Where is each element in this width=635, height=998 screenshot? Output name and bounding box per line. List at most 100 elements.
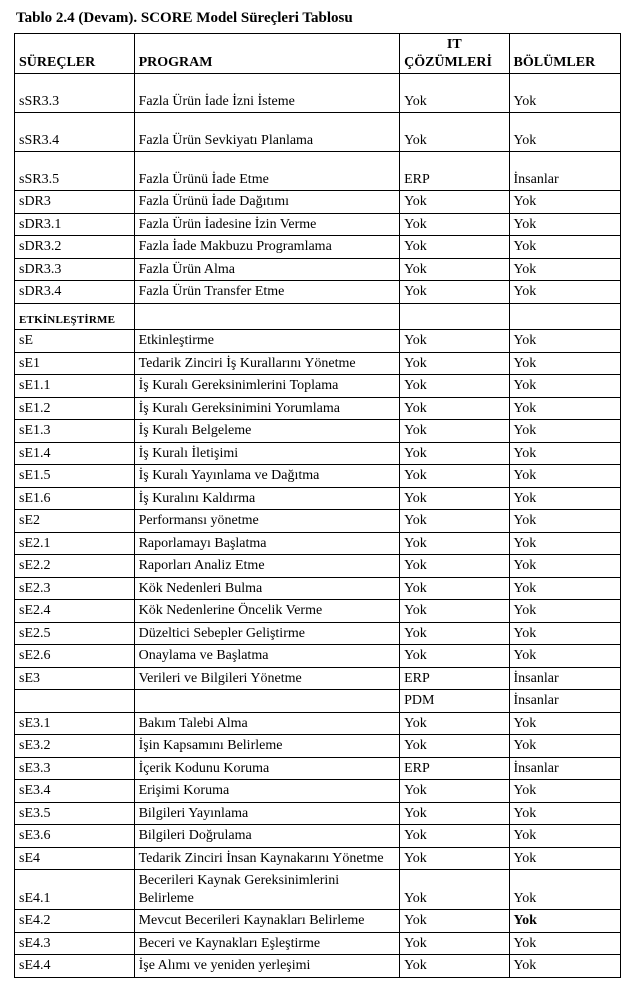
it-solution: Yok bbox=[400, 825, 509, 848]
it-solution: Yok bbox=[400, 330, 509, 353]
program-name: Kök Nedenleri Bulma bbox=[134, 577, 400, 600]
it-solution: Yok bbox=[400, 622, 509, 645]
it-solution: Yok bbox=[400, 910, 509, 933]
it-solution: Yok bbox=[400, 74, 509, 113]
program-name: Erişimi Koruma bbox=[134, 780, 400, 803]
department: Yok bbox=[509, 712, 620, 735]
process-code: sE2 bbox=[15, 510, 135, 533]
program-name: Fazla Ürün Alma bbox=[134, 258, 400, 281]
program-name: Fazla Ürünü İade Etme bbox=[134, 152, 400, 191]
it-solution: PDM bbox=[400, 690, 509, 713]
department: Yok bbox=[509, 735, 620, 758]
table-row: sE4.4İşe Alımı ve yeniden yerleşimiYokYo… bbox=[15, 955, 621, 978]
table-row: sE4.3Beceri ve Kaynakları EşleştirmeYokY… bbox=[15, 932, 621, 955]
department: Yok bbox=[509, 281, 620, 304]
process-code: sE4.2 bbox=[15, 910, 135, 933]
table-row: sE3.1Bakım Talebi AlmaYokYok bbox=[15, 712, 621, 735]
it-solution: Yok bbox=[400, 932, 509, 955]
table-row: sDR3.1Fazla Ürün İadesine İzin VermeYokY… bbox=[15, 213, 621, 236]
program-name: İş Kuralı Gereksinimini Yorumlama bbox=[134, 397, 400, 420]
table-row: sDR3Fazla Ürünü İade DağıtımıYokYok bbox=[15, 191, 621, 214]
header-departments: BÖLÜMLER bbox=[509, 34, 620, 74]
department: Yok bbox=[509, 802, 620, 825]
table-row: sE2Performansı yönetmeYokYok bbox=[15, 510, 621, 533]
empty-cell bbox=[400, 303, 509, 330]
program-name: Raporları Analiz Etme bbox=[134, 555, 400, 578]
department: İnsanlar bbox=[509, 757, 620, 780]
process-code: sE bbox=[15, 330, 135, 353]
header-it-bottom: ÇÖZÜMLERİ bbox=[404, 54, 504, 72]
process-code: sE3.6 bbox=[15, 825, 135, 848]
table-row: sSR3.3Fazla Ürün İade İzni İstemeYokYok bbox=[15, 74, 621, 113]
it-solution: Yok bbox=[400, 236, 509, 259]
table-row: sE1.6İş Kuralını KaldırmaYokYok bbox=[15, 487, 621, 510]
department: Yok bbox=[509, 510, 620, 533]
process-code bbox=[15, 690, 135, 713]
program-name: Tedarik Zinciri İş Kurallarını Yönetme bbox=[134, 352, 400, 375]
empty-cell bbox=[509, 303, 620, 330]
department: Yok bbox=[509, 847, 620, 870]
department: Yok bbox=[509, 780, 620, 803]
it-solution: Yok bbox=[400, 802, 509, 825]
table-row: sE4.2Mevcut Becerileri Kaynakları Belirl… bbox=[15, 910, 621, 933]
table-row: sE3.6Bilgileri DoğrulamaYokYok bbox=[15, 825, 621, 848]
program-name: İçerik Kodunu Koruma bbox=[134, 757, 400, 780]
header-processes: SÜREÇLER bbox=[15, 34, 135, 74]
process-code: sE1 bbox=[15, 352, 135, 375]
department: Yok bbox=[509, 236, 620, 259]
department: Yok bbox=[509, 532, 620, 555]
process-code: sE3.1 bbox=[15, 712, 135, 735]
table-caption: Tablo 2.4 (Devam). SCORE Model Süreçleri… bbox=[16, 10, 621, 27]
department: Yok bbox=[509, 600, 620, 623]
department: Yok bbox=[509, 577, 620, 600]
it-solution: Yok bbox=[400, 442, 509, 465]
table-body: sSR3.3Fazla Ürün İade İzni İstemeYokYok s… bbox=[15, 74, 621, 978]
table-row: sDR3.4Fazla Ürün Transfer EtmeYokYok bbox=[15, 281, 621, 304]
process-code: sE2.4 bbox=[15, 600, 135, 623]
program-name: Fazla Ürün İadesine İzin Verme bbox=[134, 213, 400, 236]
it-solution: Yok bbox=[400, 712, 509, 735]
department: Yok bbox=[509, 955, 620, 978]
department: İnsanlar bbox=[509, 667, 620, 690]
department: Yok bbox=[509, 330, 620, 353]
department: Yok bbox=[509, 932, 620, 955]
department: Yok bbox=[509, 375, 620, 398]
department: Yok bbox=[509, 910, 620, 933]
process-code: sDR3.3 bbox=[15, 258, 135, 281]
header-program: PROGRAM bbox=[134, 34, 400, 74]
it-solution: Yok bbox=[400, 600, 509, 623]
table-row: sE1.2İş Kuralı Gereksinimini YorumlamaYo… bbox=[15, 397, 621, 420]
program-name: Becerileri Kaynak Gereksinimlerini Belir… bbox=[134, 870, 400, 910]
score-table: SÜREÇLER PROGRAM IT ÇÖZÜMLERİ BÖLÜMLER s… bbox=[14, 33, 621, 978]
it-solution: Yok bbox=[400, 352, 509, 375]
table-row: sE2.1Raporlamayı BaşlatmaYokYok bbox=[15, 532, 621, 555]
table-row: PDMİnsanlar bbox=[15, 690, 621, 713]
it-solution: Yok bbox=[400, 191, 509, 214]
it-solution: Yok bbox=[400, 780, 509, 803]
it-solution: Yok bbox=[400, 555, 509, 578]
process-code: sE4 bbox=[15, 847, 135, 870]
program-name: Bakım Talebi Alma bbox=[134, 712, 400, 735]
department: Yok bbox=[509, 442, 620, 465]
department: Yok bbox=[509, 420, 620, 443]
program-name: Bilgileri Doğrulama bbox=[134, 825, 400, 848]
program-name: Bilgileri Yayınlama bbox=[134, 802, 400, 825]
process-code: sE2.1 bbox=[15, 532, 135, 555]
department: Yok bbox=[509, 213, 620, 236]
process-code: sE2.3 bbox=[15, 577, 135, 600]
process-code: sE1.2 bbox=[15, 397, 135, 420]
table-row: sE4Tedarik Zinciri İnsan Kaynakarını Yön… bbox=[15, 847, 621, 870]
it-solution: Yok bbox=[400, 213, 509, 236]
it-solution: ERP bbox=[400, 152, 509, 191]
table-row: sE1.4İş Kuralı İletişimiYokYok bbox=[15, 442, 621, 465]
program-name: Verileri ve Bilgileri Yönetme bbox=[134, 667, 400, 690]
process-code: sE3.2 bbox=[15, 735, 135, 758]
table-row: sE2.5Düzeltici Sebepler GeliştirmeYokYok bbox=[15, 622, 621, 645]
it-solution: Yok bbox=[400, 955, 509, 978]
process-code: sE1.3 bbox=[15, 420, 135, 443]
it-solution: ERP bbox=[400, 667, 509, 690]
department: Yok bbox=[509, 352, 620, 375]
process-code: sDR3.4 bbox=[15, 281, 135, 304]
it-solution: Yok bbox=[400, 532, 509, 555]
it-solution: Yok bbox=[400, 645, 509, 668]
